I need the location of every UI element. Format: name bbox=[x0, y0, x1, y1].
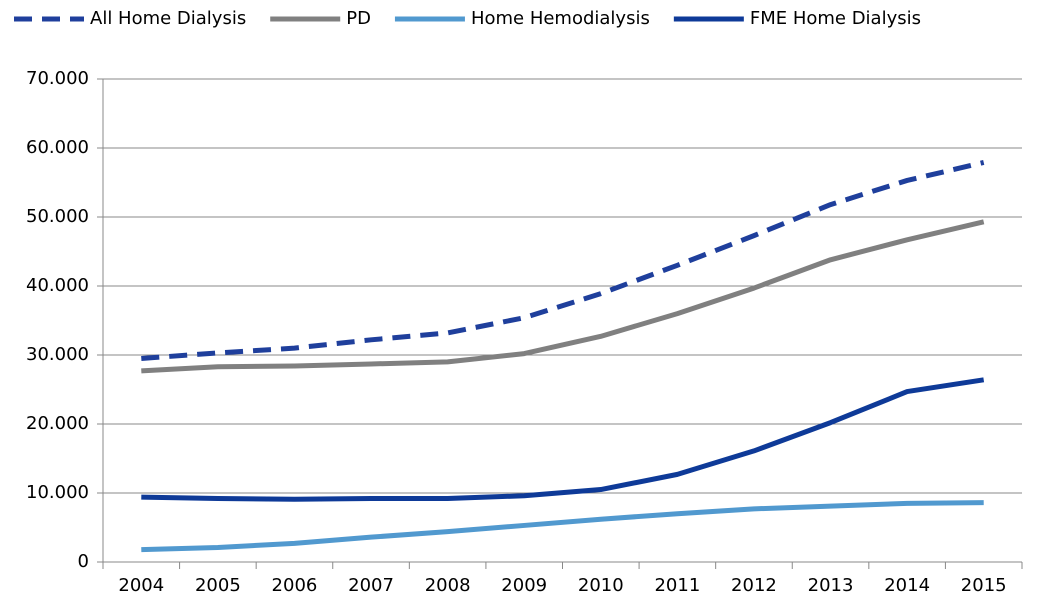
x-tick-label: 2012 bbox=[731, 575, 777, 596]
y-tick-label: 10.000 bbox=[26, 482, 89, 503]
x-tick-label: 2004 bbox=[118, 575, 164, 596]
x-tick-label: 2008 bbox=[425, 575, 471, 596]
x-tick-label: 2006 bbox=[272, 575, 318, 596]
x-tick-label: 2007 bbox=[348, 575, 394, 596]
y-tick-label: 30.000 bbox=[26, 344, 89, 365]
legend-label: PD bbox=[346, 8, 371, 29]
x-tick-label: 2015 bbox=[961, 575, 1007, 596]
y-tick-label: 60.000 bbox=[26, 137, 89, 158]
legend-label: All Home Dialysis bbox=[90, 8, 246, 29]
legend-label: FME Home Dialysis bbox=[750, 8, 921, 29]
series-line bbox=[141, 500, 984, 553]
x-tick-label: 2005 bbox=[195, 575, 241, 596]
x-tick-label: 2010 bbox=[578, 575, 624, 596]
x-tick-label: 2009 bbox=[501, 575, 547, 596]
y-tick-label: 70.000 bbox=[26, 68, 89, 89]
y-tick-label: 40.000 bbox=[26, 275, 89, 296]
legend-label: Home Hemodialysis bbox=[471, 8, 650, 29]
y-tick-label: 50.000 bbox=[26, 206, 89, 227]
x-tick-label: 2014 bbox=[884, 575, 930, 596]
series-line bbox=[141, 160, 985, 361]
y-tick-label: 0 bbox=[78, 551, 89, 572]
series-line bbox=[141, 377, 985, 502]
y-tick-label: 20.000 bbox=[26, 413, 89, 434]
x-tick-label: 2013 bbox=[808, 575, 854, 596]
series-line bbox=[141, 219, 985, 374]
x-tick-label: 2011 bbox=[654, 575, 700, 596]
